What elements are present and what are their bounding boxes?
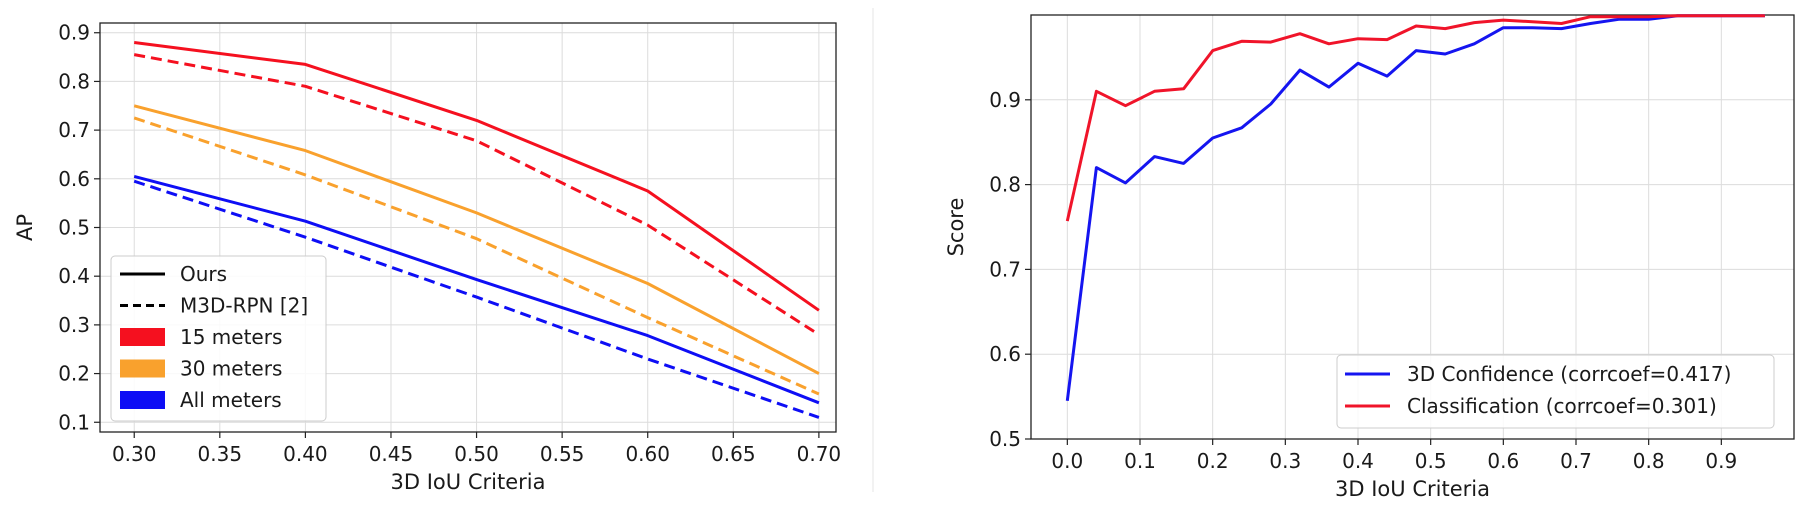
plot-frame	[1030, 14, 1795, 440]
x-axis-label: 3D IoU Criteria	[391, 470, 546, 494]
y-tick-label: 0.2	[58, 362, 90, 386]
y-axis-label: Score	[944, 198, 968, 257]
legend-box	[110, 255, 327, 422]
legend-label: M3D-RPN [2]	[180, 294, 308, 318]
y-tick-label: 0.6	[58, 167, 90, 191]
x-tick-label: 0.40	[283, 442, 328, 466]
x-tick-label: 0.35	[198, 442, 243, 466]
x-tick-label: 0.5	[1415, 449, 1447, 473]
x-tick-label: 0.70	[797, 442, 842, 466]
y-tick-label: 0.8	[58, 69, 90, 93]
y-tick-label: 0.8	[989, 173, 1021, 197]
x-tick-label: 0.7	[1560, 449, 1592, 473]
legend-color-swatch	[120, 328, 165, 346]
series-line-15-meters-m3d-rpn-2	[133, 53, 820, 336]
x-tick-label: 0.0	[1051, 449, 1083, 473]
series-line-15-meters-ours	[134, 41, 820, 312]
x-tick-label: 0.1	[1124, 449, 1156, 473]
y-tick-label: 0.7	[58, 118, 90, 142]
x-tick-label: 0.9	[1705, 449, 1737, 473]
x-axis-label: 3D IoU Criteria	[1335, 477, 1490, 501]
legend-label: All meters	[180, 388, 282, 412]
legend: Ours M3D-RPN [2] 15 meters 30 meters All met…	[110, 255, 327, 422]
legend-color-swatch	[120, 359, 165, 378]
legend-label: Ours	[180, 262, 227, 286]
y-tick-label: 0.5	[989, 427, 1021, 451]
x-tick-label: 0.50	[454, 442, 499, 466]
legend: 3D Confidence (corrcoef=0.417) Classifica…	[1336, 354, 1775, 429]
x-tick-label: 0.55	[540, 442, 585, 466]
y-tick-label: 0.1	[58, 410, 90, 434]
x-tick-label: 0.4	[1342, 449, 1374, 473]
x-tick-label: 0.6	[1487, 449, 1519, 473]
y-tick-label: 0.4	[58, 264, 90, 288]
legend-label: 3D Confidence (corrcoef=0.417)	[1407, 362, 1731, 386]
legend-label: 15 meters	[180, 325, 282, 349]
y-tick-label: 0.5	[58, 216, 90, 240]
legend-color-swatch	[120, 391, 165, 409]
x-tick-label: 0.45	[369, 442, 414, 466]
plot-frame	[99, 22, 837, 433]
y-tick-label: 0.9	[58, 21, 90, 45]
x-tick-label: 0.60	[625, 442, 670, 466]
series-line-classification	[1065, 14, 1765, 222]
series-line-3d-confidence	[1065, 14, 1765, 401]
x-tick-label: 0.3	[1269, 449, 1301, 473]
score-vs-iou-chart: 0.0 0.1 0.2 0.3 0.4 0.5 0.6 0.7 0.8 0.9 0.5 0.6 0.7 0…	[944, 14, 1795, 501]
y-tick-label: 0.3	[58, 313, 90, 337]
y-axis-label: AP	[13, 214, 37, 241]
legend-label: Classification (corrcoef=0.301)	[1407, 394, 1717, 418]
y-tick-label: 0.6	[989, 342, 1021, 366]
series-line-all-meters-ours	[133, 174, 820, 405]
ap-vs-iou-chart: 0.30 0.35 0.40 0.45 0.50 0.55 0.60 0.65 0.70 0.1 0…	[13, 21, 841, 494]
x-tick-label: 0.8	[1633, 449, 1665, 473]
legend-box	[1336, 354, 1775, 429]
series-line-all-meters-m3d-rpn-2	[133, 179, 820, 419]
y-tick-label: 0.7	[989, 257, 1021, 281]
y-tick-label: 0.9	[989, 88, 1021, 112]
series-line-30-meters-ours	[133, 104, 820, 375]
series-line-30-meters-m3d-rpn-2	[133, 116, 820, 396]
x-tick-label: 0.65	[711, 442, 756, 466]
legend-label: 30 meters	[180, 357, 282, 381]
x-tick-label: 0.30	[112, 442, 157, 466]
x-tick-label: 0.2	[1197, 449, 1229, 473]
